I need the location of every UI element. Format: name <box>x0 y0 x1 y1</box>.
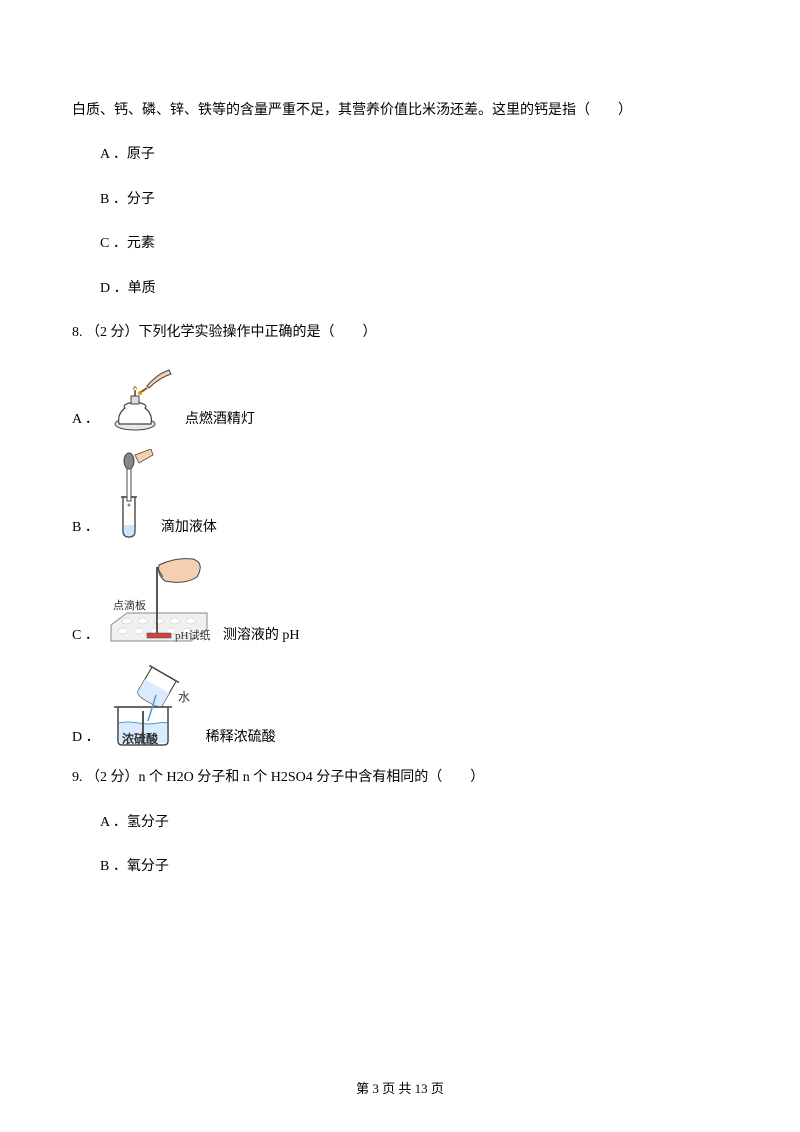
q8-b-figure <box>107 449 155 539</box>
ph-test-icon: 点滴板 pH试纸 <box>107 557 217 647</box>
q8-d-figure: 水 浓硫酸 <box>108 665 200 749</box>
q8-a-figure <box>107 366 179 431</box>
dropper-tube-icon <box>107 449 155 539</box>
q8-c-text: 测溶液的 pH <box>223 625 300 647</box>
q9-stem: 9. （2 分）n 个 H2O 分子和 n 个 H2SO4 分子中含有相同的（ … <box>72 767 728 789</box>
ph-paper-label: pH试纸 <box>175 629 210 642</box>
alcohol-lamp-icon <box>107 366 179 431</box>
q8-option-d: D ． 水 浓硫酸 稀释浓硫酸 <box>72 665 728 749</box>
q8-a-letter: A ． <box>72 409 99 431</box>
dilute-acid-icon: 水 浓硫酸 <box>108 665 200 749</box>
q8-a-text: 点燃酒精灯 <box>185 409 255 431</box>
spot-plate-label: 点滴板 <box>113 598 146 612</box>
q7-option-a: A ．原子 <box>100 144 728 166</box>
q8-option-b: B ． 滴加液体 <box>72 449 728 539</box>
q7-option-b: B ．分子 <box>100 189 728 211</box>
q8-d-letter: D ． <box>72 727 100 749</box>
page-footer: 第 3 页 共 13 页 <box>0 1079 800 1100</box>
q8-b-letter: B ． <box>72 517 99 539</box>
q7-stem-continuation: 白质、钙、磷、锌、铁等的含量严重不足，其营养价值比米汤还差。这里的钙是指（ ） <box>72 100 728 122</box>
q8-d-text: 稀释浓硫酸 <box>206 727 276 749</box>
q8-b-text: 滴加液体 <box>161 517 217 539</box>
q8-option-c: C ． 点滴板 pH试纸 测溶液的 pH <box>72 557 728 647</box>
q8-c-letter: C ． <box>72 625 99 647</box>
q9-option-b: B ．氧分子 <box>100 856 728 878</box>
q9-option-a: A ．氢分子 <box>100 812 728 834</box>
q8-stem: 8. （2 分）下列化学实验操作中正确的是（ ） <box>72 322 728 344</box>
q7-option-d: D ．单质 <box>100 278 728 300</box>
q8-option-a: A ． 点燃酒精灯 <box>72 366 728 431</box>
water-label: 水 <box>178 690 190 704</box>
q7-option-c: C ．元素 <box>100 233 728 255</box>
acid-label: 浓硫酸 <box>122 731 159 746</box>
q8-c-figure: 点滴板 pH试纸 <box>107 557 217 647</box>
